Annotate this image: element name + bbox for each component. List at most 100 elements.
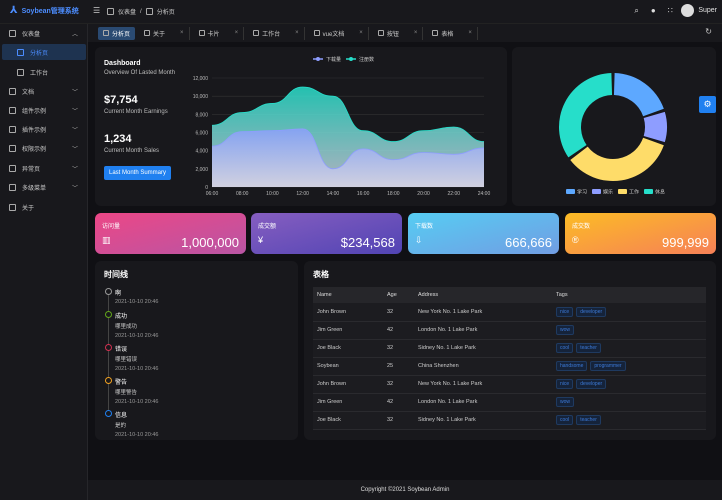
chevron-down-icon: ﹀ <box>71 146 78 153</box>
stat-value: 999,999 <box>662 235 709 250</box>
money-icon: ¥ <box>258 235 264 245</box>
close-icon[interactable]: × <box>295 30 299 36</box>
sidebar-item-2[interactable]: 工作台 <box>2 64 86 80</box>
cell-address: London No. 1 Lake Park <box>414 321 552 340</box>
tab-6[interactable]: 表格 × <box>427 26 478 40</box>
chevron-down-icon: ﹀ <box>71 185 78 192</box>
stat-title: 成交数 <box>572 224 591 230</box>
pie-slice-3[interactable] <box>559 73 613 158</box>
x-tick-label: 18:00 <box>387 191 400 197</box>
pie-slice-2[interactable] <box>570 137 664 181</box>
sidebar-item-6[interactable]: 权限示例 ﹀ <box>2 140 86 156</box>
close-icon[interactable]: × <box>359 30 363 36</box>
breadcrumb-item[interactable]: 仪表盘 <box>118 10 137 16</box>
refresh-icon[interactable]: ↻ <box>705 27 712 36</box>
timeline-line <box>107 294 109 414</box>
close-icon[interactable]: × <box>234 30 239 36</box>
menu-fold-icon[interactable]: ☰ <box>93 6 101 15</box>
last-month-summary-button[interactable]: Last Month Summary <box>104 166 171 180</box>
stat-value: 1,000,000 <box>181 235 239 250</box>
legend-label[interactable]: 工作 <box>629 189 639 196</box>
sidebar-item-label: 组件示例 <box>22 108 47 115</box>
layout-icon[interactable]: ∷ <box>667 6 673 15</box>
tag: teacher <box>576 415 601 425</box>
timeline-item-content: 哪里成功 <box>115 324 138 330</box>
cell-age: 42 <box>383 321 414 340</box>
tab-3[interactable]: 工作台 × <box>248 26 305 40</box>
sidebar-item-9[interactable]: 关于 <box>2 199 86 215</box>
legend-label[interactable]: 下载量 <box>326 56 341 63</box>
timeline-item-time: 2021-10-10 20:46 <box>115 366 159 372</box>
menu-icon <box>17 68 24 76</box>
github-icon[interactable]: ● <box>650 6 656 15</box>
user-menu[interactable]: Super <box>681 4 717 17</box>
cell-tags: nice developer <box>552 375 706 394</box>
earnings-label: Current Month Earnings <box>104 109 168 115</box>
x-tick-label: 22:00 <box>448 191 461 197</box>
overview-subtitle: Overview Of Lasted Month <box>104 70 176 76</box>
legend-marker <box>349 57 353 61</box>
breadcrumb-item[interactable]: 分析页 <box>156 10 175 16</box>
tag: teacher <box>576 343 601 353</box>
close-icon[interactable]: × <box>413 30 418 36</box>
tag: developer <box>576 306 607 317</box>
timeline-dot <box>105 288 112 295</box>
settings-button[interactable]: ⚙ <box>699 96 716 113</box>
legend-label[interactable]: 学习 <box>577 189 587 196</box>
cell-address: Sidney No. 1 Lake Park <box>414 339 552 358</box>
sidebar-item-0[interactable]: 仪表盘 ︿ <box>2 25 86 41</box>
cell-age: 32 <box>383 375 414 394</box>
timeline-item-time: 2021-10-10 20:46 <box>115 333 159 339</box>
table-row: Joe Black 32 Sidney No. 1 Lake Park cool tea… <box>313 411 706 430</box>
download-icon: ⇩ <box>415 235 423 245</box>
tab-4[interactable]: vue文档 × <box>309 26 369 40</box>
y-tick-label: 2,000 <box>195 167 208 173</box>
chevron-down-icon: ﹀ <box>71 89 78 96</box>
cell-age: 32 <box>383 411 414 430</box>
pie-slice-1[interactable] <box>643 111 667 143</box>
cell-tags: nice developer <box>552 303 706 322</box>
menu-icon <box>9 203 16 211</box>
tab-label: 分析页 <box>112 31 131 38</box>
stat-card: 下载数 ⇩ 666,666 <box>408 213 559 254</box>
timeline-dot <box>105 344 112 351</box>
menu-icon <box>9 144 16 152</box>
sidebar-item-1[interactable]: 分析页 <box>2 44 86 60</box>
timeline-item-content: 哪里错误 <box>115 357 138 363</box>
close-icon[interactable]: × <box>468 30 472 36</box>
cell-name: Soybean <box>313 357 383 376</box>
legend-label[interactable]: 注册数 <box>359 56 374 63</box>
sidebar-item-7[interactable]: 异常页 ﹀ <box>2 160 86 176</box>
tab-icon <box>313 30 320 36</box>
sidebar-item-8[interactable]: 多级菜单 ﹀ <box>2 179 86 195</box>
tag: wow <box>556 325 575 335</box>
legend-label[interactable]: 娱乐 <box>603 189 613 196</box>
tab-5[interactable]: 按钮 × <box>373 26 424 40</box>
sidebar-item-5[interactable]: 插件示例 ﹀ <box>2 121 86 137</box>
sidebar-item-3[interactable]: 文档 ﹀ <box>2 83 86 99</box>
avatar <box>681 4 695 17</box>
sidebar-item-4[interactable]: 组件示例 ﹀ <box>2 102 86 118</box>
tab-2[interactable]: 卡片 × <box>194 26 245 40</box>
chevron-down-icon: ﹀ <box>71 108 78 115</box>
tab-label: 工作台 <box>262 31 281 38</box>
search-icon[interactable]: ⌕ <box>634 6 639 15</box>
cell-name: John Brown <box>313 303 383 322</box>
cell-age: 32 <box>383 339 414 358</box>
tab-icon <box>144 30 151 36</box>
stat-card: 成交额 ¥ $234,568 <box>251 213 402 254</box>
tab-bar: 分析页 关于 × 卡片 × 工作台 × vue文档 × 按钮 × 表格 × <box>88 24 722 42</box>
timeline-dot <box>105 311 112 318</box>
tab-0[interactable]: 分析页 <box>98 26 136 40</box>
close-icon[interactable]: × <box>180 30 184 36</box>
logo[interactable]: ⅄ Soybean管理系统 <box>10 5 79 16</box>
earnings-value: $7,754 <box>104 94 138 106</box>
stat-title: 成交额 <box>258 224 277 230</box>
pie-slice-0[interactable] <box>613 73 664 117</box>
tab-label: vue文档 <box>322 31 345 38</box>
timeline-dot <box>105 377 112 384</box>
legend-label[interactable]: 休息 <box>655 189 665 196</box>
menu-icon <box>9 29 16 37</box>
cell-address: New York No. 1 Lake Park <box>414 303 552 322</box>
tab-1[interactable]: 关于 × <box>139 26 190 40</box>
